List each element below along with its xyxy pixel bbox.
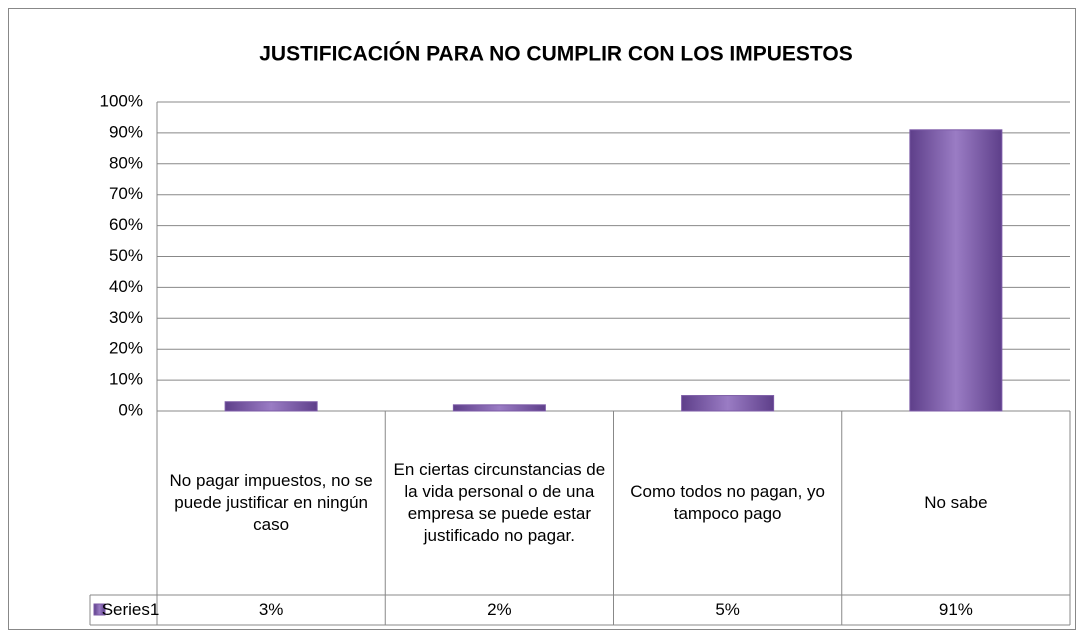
- bar: [224, 401, 318, 412]
- y-tick-label: 50%: [109, 246, 143, 265]
- data-label: 2%: [487, 600, 512, 619]
- y-tick-label: 10%: [109, 370, 143, 389]
- x-tick-label: No sabe: [924, 493, 988, 512]
- x-tick-label: Como todos no pagan, yo tampoco pago: [630, 482, 825, 523]
- legend-key: [93, 603, 106, 616]
- y-tick-label: 0%: [118, 400, 143, 419]
- data-label: 3%: [258, 600, 284, 619]
- chart-title: JUSTIFICACIÓN PARA NO CUMPLIR CON LOS IM…: [259, 42, 852, 66]
- y-tick-label: 20%: [109, 339, 143, 358]
- bar: [681, 395, 775, 412]
- x-tick-label: En ciertas circunstancias de la vida per…: [393, 460, 606, 545]
- data-label: 5%: [715, 600, 740, 619]
- y-tick-label: 30%: [109, 308, 143, 327]
- legend-label: Series1: [101, 600, 160, 619]
- x-tick-label: No pagar impuestos, no se puede justific…: [169, 471, 373, 534]
- y-tick-label: 80%: [109, 153, 143, 172]
- y-tick-label: 90%: [109, 122, 143, 141]
- y-tick-label: 60%: [109, 215, 143, 234]
- y-tick-label: 70%: [109, 184, 143, 203]
- chart-border: [8, 8, 1076, 630]
- bar: [452, 404, 546, 412]
- bar: [909, 129, 1003, 412]
- y-tick-label: 40%: [109, 277, 143, 296]
- y-tick-label: 100%: [100, 91, 143, 110]
- data-label: 91%: [938, 600, 973, 619]
